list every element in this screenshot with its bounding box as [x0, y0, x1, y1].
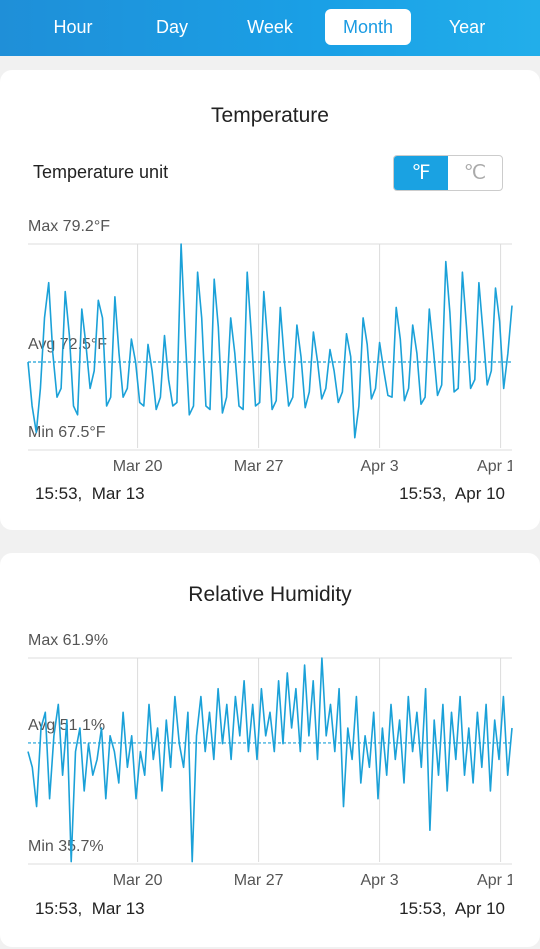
- end-label: 15:53, Apr 10: [399, 899, 505, 918]
- data-line: [27, 243, 513, 439]
- tab[interactable]: Year: [448, 17, 486, 37]
- unit-label: Temperature unit: [33, 162, 169, 182]
- tab[interactable]: Month: [325, 9, 411, 45]
- x-tick-label: Mar 27: [234, 872, 284, 889]
- x-tick-label: Mar 20: [113, 458, 163, 475]
- card-title: Relative Humidity: [188, 583, 352, 606]
- temperature-card: [0, 70, 540, 530]
- unit-option[interactable]: ℉: [394, 156, 448, 190]
- x-tick-label: Apr 10: [477, 458, 524, 475]
- y-tick-label: Min 67.5°F: [28, 424, 106, 441]
- x-tick-label: Mar 20: [113, 872, 163, 889]
- x-tick-label: Apr 10: [477, 872, 524, 889]
- start-label: 15:53, Mar 13: [35, 484, 145, 503]
- data-line: [27, 657, 513, 863]
- x-tick-label: Apr 3: [360, 872, 398, 889]
- y-tick-label: Avg 72.5°F: [28, 336, 107, 353]
- tab-bar: Hour Day Week Month Year: [0, 0, 540, 56]
- y-tick-label: Min 35.7%: [28, 838, 104, 855]
- y-tick-label: Max 61.9%: [28, 632, 108, 649]
- y-tick-label: Max 79.2°F: [28, 218, 110, 235]
- card-title: Temperature: [211, 104, 329, 127]
- tab[interactable]: Day: [155, 17, 188, 37]
- tab[interactable]: Hour: [53, 17, 93, 37]
- tab[interactable]: Week: [247, 17, 293, 37]
- x-tick-label: Apr 3: [360, 458, 398, 475]
- start-label: 15:53, Mar 13: [35, 899, 145, 918]
- end-label: 15:53, Apr 10: [399, 484, 505, 503]
- unit-toggle: ℉ ℃: [393, 155, 503, 191]
- unit-option[interactable]: ℃: [463, 162, 487, 184]
- x-tick-label: Mar 27: [234, 458, 284, 475]
